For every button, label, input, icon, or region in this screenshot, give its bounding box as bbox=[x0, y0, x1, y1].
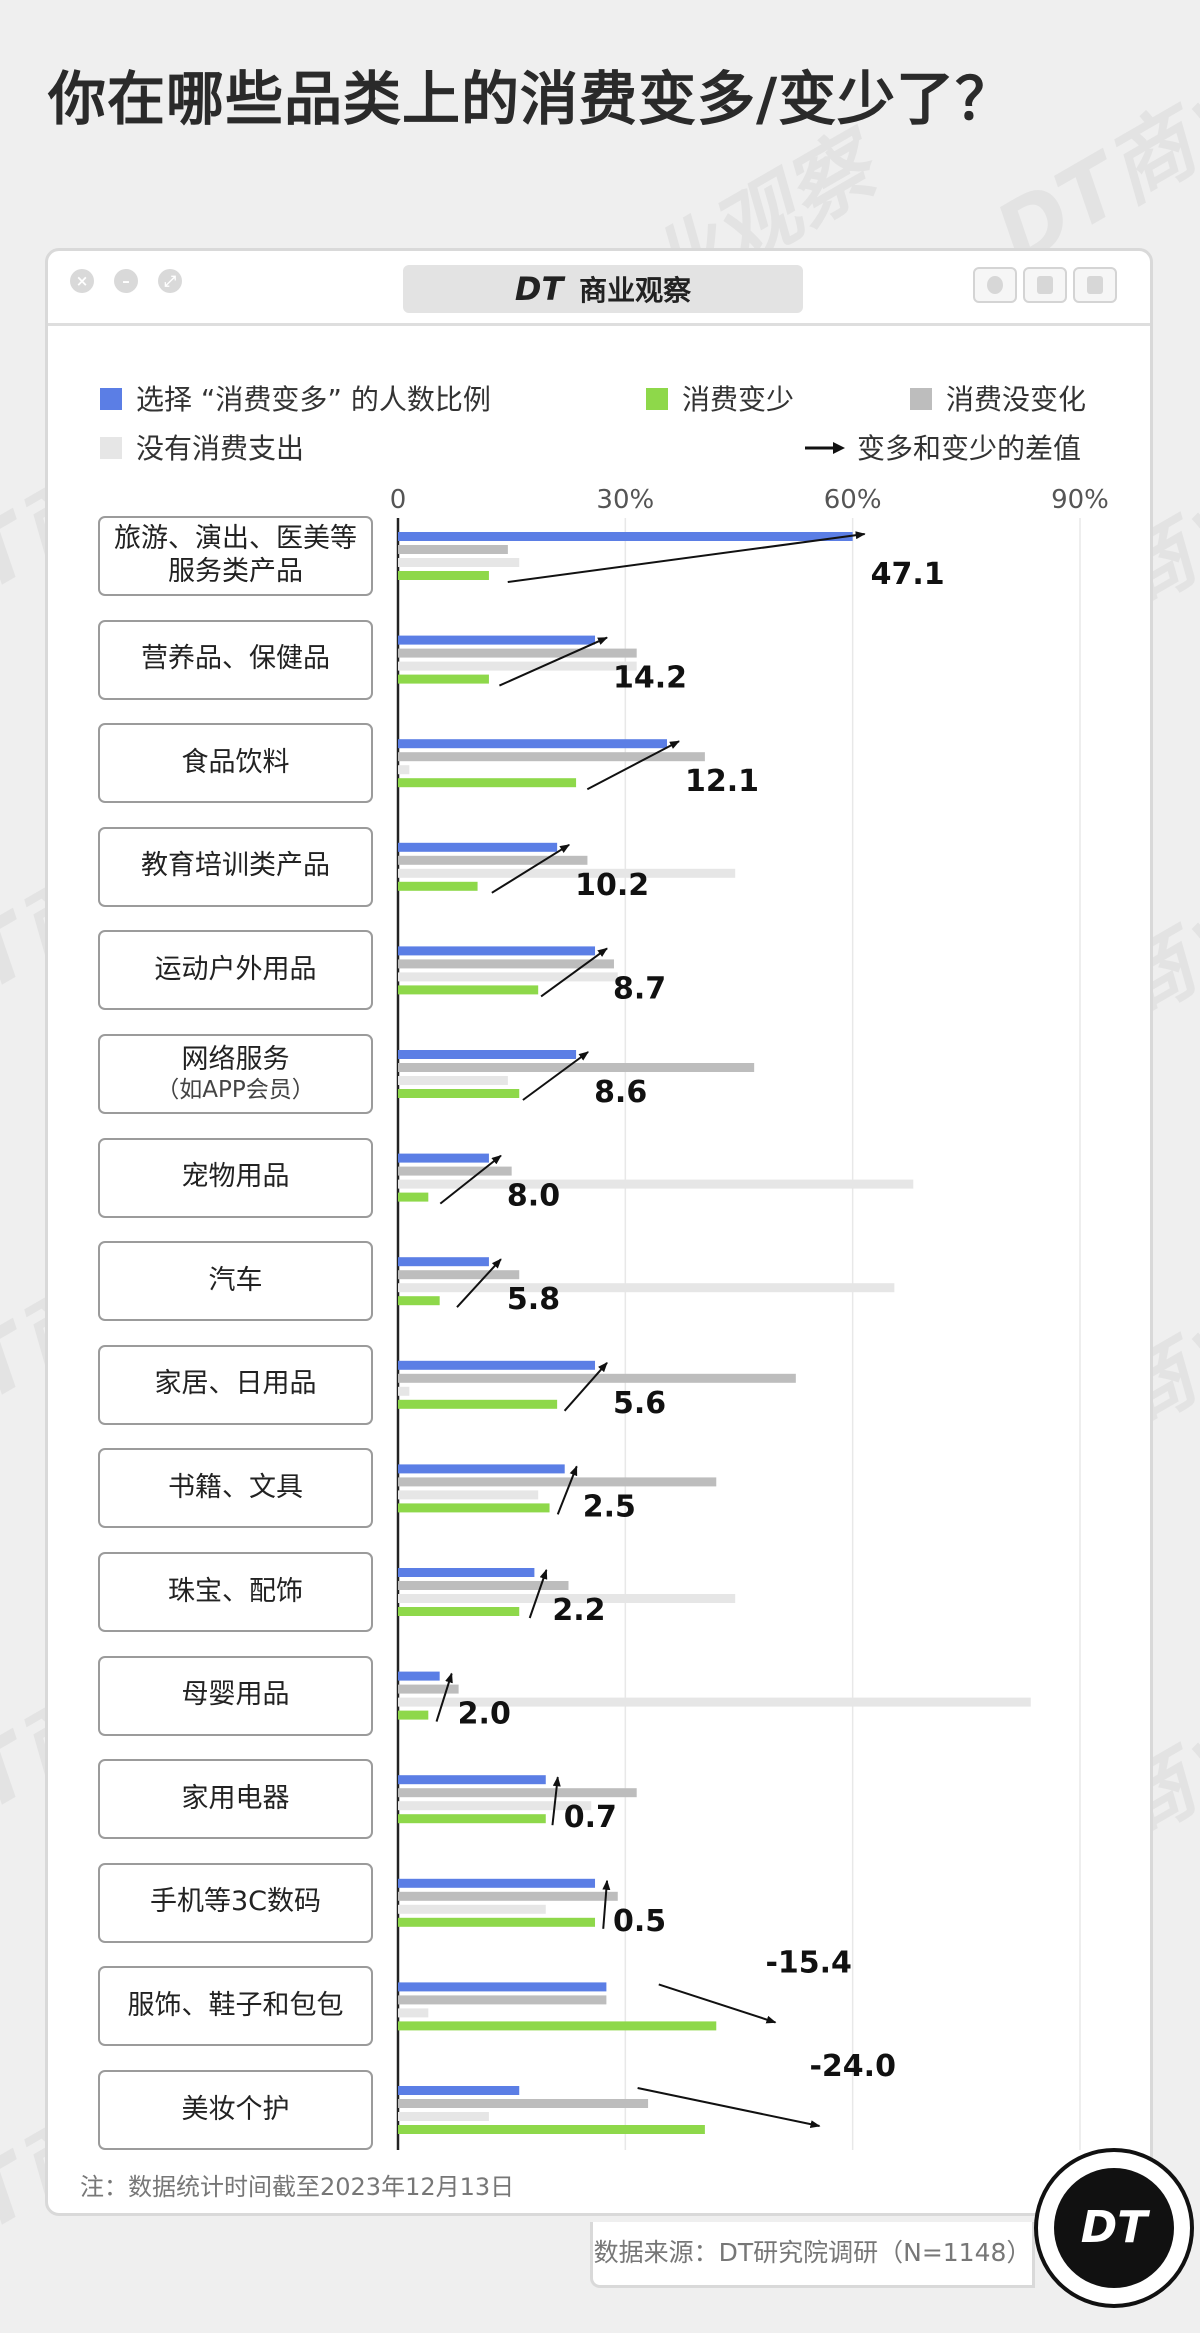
category-name: 食品饮料 bbox=[181, 746, 290, 778]
legend-label-nochange: 消费没变化 bbox=[946, 383, 1087, 416]
category-label-box: 营养品、保健品 bbox=[98, 619, 373, 700]
category-label: 母婴用品 bbox=[182, 1679, 290, 1712]
category-label: 网络服务 （如APP会员） bbox=[156, 1044, 314, 1105]
category-label-box: 教育培训类产品 bbox=[98, 826, 373, 907]
legend-nochange: 消费没变化 bbox=[910, 383, 1086, 417]
window-titlebar: × – ⤢ DT 商业观察 bbox=[48, 251, 1150, 326]
category-label: 家用电器 bbox=[182, 1783, 290, 1816]
category-label-box: 家居、日用品 bbox=[98, 1344, 373, 1425]
close-icon[interactable]: × bbox=[70, 269, 94, 293]
legend-more: 选择 “消费变多” 的人数比例 bbox=[100, 383, 491, 417]
category-label: 旅游、演出、医美等 服务类产品 bbox=[114, 523, 357, 589]
arrow-icon bbox=[805, 442, 845, 454]
category-label: 书籍、文具 bbox=[168, 1472, 303, 1505]
dt-logo: DT bbox=[514, 270, 564, 308]
record-icon[interactable] bbox=[973, 267, 1017, 303]
category-label: 运动户外用品 bbox=[155, 954, 317, 987]
share-icon[interactable] bbox=[1023, 267, 1067, 303]
legend-label-more: 选择 “消费变多” 的人数比例 bbox=[136, 383, 491, 416]
category-name: 珠宝、配饰 bbox=[168, 1575, 303, 1607]
data-source: 数据来源：DT研究院调研（N=1148） bbox=[590, 2222, 1035, 2288]
legend-label-less: 消费变少 bbox=[682, 383, 795, 416]
legend-none: 没有消费支出 bbox=[100, 432, 304, 466]
category-label-box: 汽车 bbox=[98, 1241, 373, 1322]
category-name: 手机等3C数码 bbox=[149, 1886, 322, 1918]
category-label: 食品饮料 bbox=[182, 747, 290, 780]
category-name: 服饰、鞋子和包包 bbox=[127, 1989, 344, 2021]
category-label-box: 服饰、鞋子和包包 bbox=[98, 1966, 373, 2047]
legend-label-diff: 变多和变少的差值 bbox=[857, 432, 1082, 465]
category-label: 服饰、鞋子和包包 bbox=[128, 1990, 344, 2023]
legend-swatch-none bbox=[100, 437, 122, 459]
category-name: 营养品、保健品 bbox=[141, 643, 330, 675]
dt-badge: DT bbox=[1034, 2148, 1194, 2308]
window-title-text: 商业观察 bbox=[579, 274, 692, 307]
page-title: 你在哪些品类上的消费变多/变少了？ bbox=[48, 65, 1015, 133]
category-name: 汽车 bbox=[208, 1264, 263, 1296]
category-label-box: 运动户外用品 bbox=[98, 930, 373, 1011]
category-label-box: 书籍、文具 bbox=[98, 1448, 373, 1529]
category-name: 宠物用品 bbox=[181, 1161, 290, 1193]
dt-badge-logo: DT bbox=[1054, 2168, 1174, 2288]
category-label: 教育培训类产品 bbox=[141, 850, 330, 883]
category-subname: （如APP会员） bbox=[156, 1077, 315, 1104]
category-name: 书籍、文具 bbox=[168, 1471, 303, 1503]
category-label: 美妆个护 bbox=[182, 2094, 290, 2127]
category-label: 汽车 bbox=[209, 1265, 263, 1298]
category-label: 家居、日用品 bbox=[155, 1368, 317, 1401]
category-name: 家用电器 bbox=[181, 1782, 290, 1814]
category-label: 宠物用品 bbox=[182, 1161, 290, 1194]
legend-swatch-more bbox=[100, 388, 122, 410]
category-label-box: 食品饮料 bbox=[98, 723, 373, 804]
category-label-box: 美妆个护 bbox=[98, 2070, 373, 2150]
category-label-box: 母婴用品 bbox=[98, 1655, 373, 1736]
legend-less: 消费变少 bbox=[646, 383, 794, 417]
legend-label-none: 没有消费支出 bbox=[136, 432, 305, 465]
category-label-box: 旅游、演出、医美等 服务类产品 bbox=[98, 516, 373, 596]
category-label-box: 手机等3C数码 bbox=[98, 1862, 373, 1943]
maximize-icon[interactable]: ⤢ bbox=[158, 269, 182, 293]
category-name: 母婴用品 bbox=[181, 1679, 290, 1711]
category-label-box: 家用电器 bbox=[98, 1759, 373, 1840]
minimize-icon[interactable]: – bbox=[114, 269, 138, 293]
category-name: 家居、日用品 bbox=[154, 1368, 317, 1400]
legend-diff: 变多和变少的差值 bbox=[803, 432, 1081, 466]
category-name: 教育培训类产品 bbox=[141, 850, 330, 882]
category-name: 网络服务 bbox=[181, 1043, 290, 1075]
category-label: 营养品、保健品 bbox=[141, 643, 330, 676]
category-label-box: 宠物用品 bbox=[98, 1137, 373, 1218]
window-title: DT 商业观察 bbox=[403, 265, 803, 313]
category-label: 珠宝、配饰 bbox=[168, 1576, 303, 1609]
category-name: 运动户外用品 bbox=[154, 953, 317, 985]
copy-icon[interactable] bbox=[1073, 267, 1117, 303]
footnote: 注：数据统计时间截至2023年12月13日 bbox=[80, 2173, 515, 2201]
category-label: 手机等3C数码 bbox=[150, 1886, 321, 1919]
category-label-box: 珠宝、配饰 bbox=[98, 1552, 373, 1632]
category-name: 旅游、演出、医美等 服务类产品 bbox=[114, 523, 357, 587]
category-label-box: 网络服务 （如APP会员） bbox=[98, 1034, 373, 1114]
category-name: 美妆个护 bbox=[181, 2093, 290, 2125]
legend-swatch-nochange bbox=[910, 388, 932, 410]
legend-swatch-less bbox=[646, 388, 668, 410]
